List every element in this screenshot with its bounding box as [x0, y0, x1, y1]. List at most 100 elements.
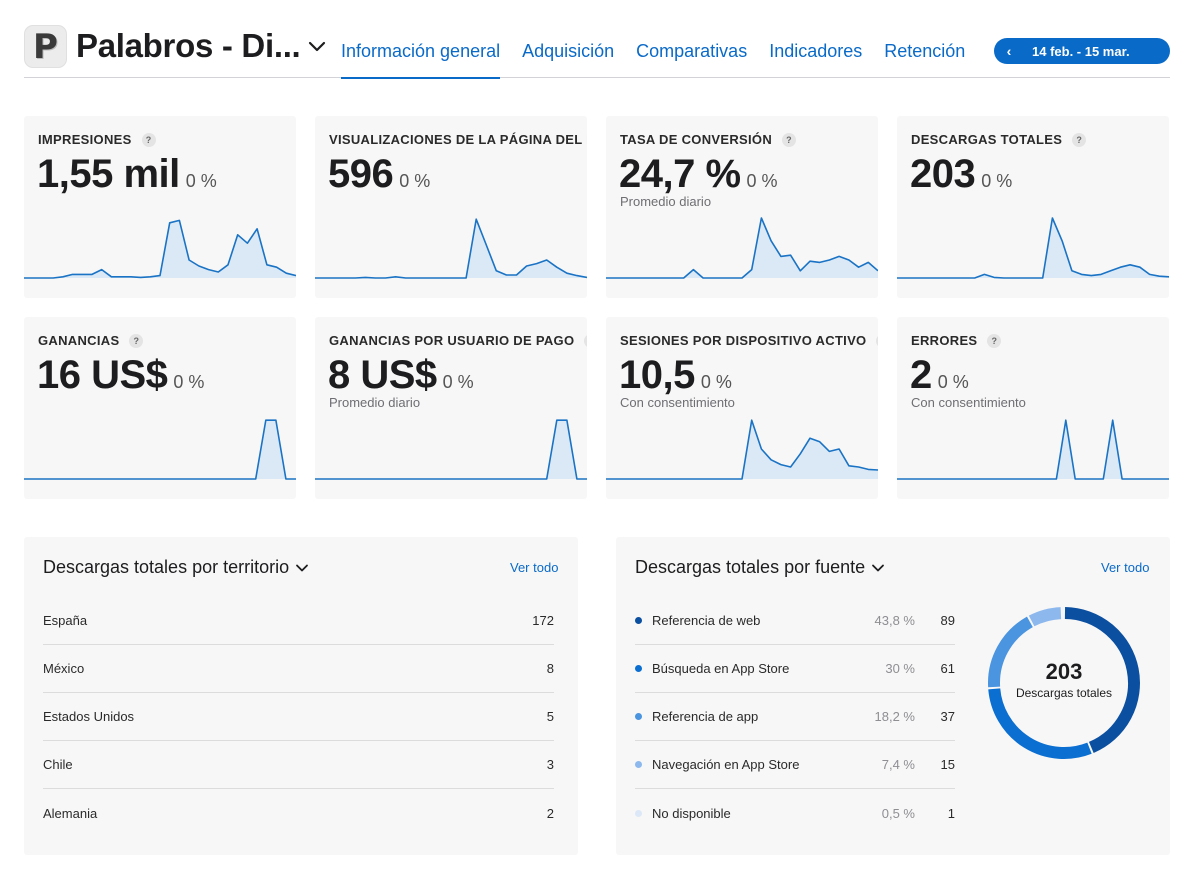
metric-label: GANANCIAS? — [38, 333, 144, 348]
metric-card-proceeds-per-paying-user[interactable]: GANANCIAS POR USUARIO DE PAGO? 8 US$0 % … — [315, 317, 587, 499]
see-all-link[interactable]: Ver todo — [1101, 560, 1150, 575]
sparkline-line — [897, 419, 1169, 480]
sparkline-line — [24, 419, 296, 480]
metric-label: SESIONES POR DISPOSITIVO ACTIVO? — [620, 333, 878, 348]
list-item[interactable]: Alemania 2 — [43, 805, 554, 821]
metric-label: ERRORES? — [911, 333, 1002, 348]
metric-value: 203 0 % — [910, 152, 1013, 196]
list-item[interactable]: Navegación en App Store 7,4 % 15 — [635, 741, 955, 789]
metric-card-total-downloads[interactable]: DESCARGAS TOTALES? 203 0 % — [897, 116, 1169, 298]
sparkline-line — [897, 217, 1169, 279]
sparkline-area — [897, 218, 1169, 278]
donut-slice-3[interactable] — [1028, 607, 1062, 627]
help-icon[interactable]: ? — [141, 132, 156, 147]
metric-label: VISUALIZACIONES DE LA PÁGINA DEL PRODUCT… — [329, 132, 587, 147]
sparkline-line — [315, 419, 587, 480]
metric-change: 0 % — [700, 372, 732, 392]
metric-value: 24,7 % 0 % — [619, 152, 778, 196]
help-icon[interactable]: ? — [987, 333, 1002, 348]
help-icon[interactable]: ? — [129, 333, 144, 348]
chevron-down-icon[interactable] — [871, 561, 885, 575]
sparkline-area — [897, 420, 1169, 479]
territory-list: España 172 México 8 Estados Unidos 5 Chile 3… — [43, 597, 554, 837]
sparkline-line — [24, 219, 296, 279]
legend-dot — [635, 809, 642, 817]
sparkline — [897, 217, 1169, 279]
chevron-down-icon[interactable] — [306, 36, 328, 58]
metric-card-impressions[interactable]: IMPRESIONES? 1,55 mil 0 % — [24, 116, 296, 298]
help-icon[interactable]: ? — [876, 333, 878, 348]
metric-card-product-page-views[interactable]: VISUALIZACIONES DE LA PÁGINA DEL PRODUCT… — [315, 116, 587, 298]
legend-dot — [635, 761, 642, 768]
see-all-link[interactable]: Ver todo — [510, 560, 559, 575]
legend-dot — [635, 617, 642, 624]
donut-slice-2[interactable] — [988, 616, 1033, 688]
metric-label: IMPRESIONES? — [38, 132, 156, 147]
metric-label: TASA DE CONVERSIÓN? — [620, 132, 797, 147]
metric-change: 0 % — [981, 171, 1013, 191]
territory-panel-title[interactable]: Descargas totales por territorio — [43, 557, 309, 578]
metric-value: 16 US$ 0 % — [37, 353, 205, 397]
donut-total: 203 — [1045, 659, 1083, 684]
metric-label: DESCARGAS TOTALES? — [911, 132, 1087, 147]
metric-change: 0 % — [173, 372, 205, 392]
source-list: Referencia de web 43,8 % 89 Búsqueda en Ap… — [635, 597, 955, 837]
donut-slice-1[interactable] — [988, 688, 1092, 759]
sparkline-line — [606, 217, 878, 279]
donut-chart[interactable] — [986, 605, 1142, 761]
tab-retention[interactable]: Retención — [884, 41, 966, 61]
sparkline — [897, 419, 1169, 480]
sparkline-area — [606, 420, 878, 479]
sparkline-area — [24, 220, 296, 278]
sparkline — [315, 218, 587, 279]
metric-subtitle: Promedio diario — [329, 395, 421, 410]
sparkline — [24, 219, 296, 279]
tab-benchmarks[interactable]: Comparativas — [636, 41, 748, 61]
tab-overview[interactable]: Información general — [341, 22, 501, 79]
list-item[interactable]: Estados Unidos 5 — [43, 693, 554, 741]
app-icon[interactable]: P — [24, 25, 67, 68]
donut-slice-0[interactable] — [1064, 607, 1140, 753]
metric-subtitle: Promedio diario — [620, 194, 712, 209]
metric-card-conversion-rate[interactable]: TASA DE CONVERSIÓN? 24,7 % 0 % Promedio d… — [606, 116, 878, 298]
list-item[interactable]: Referencia de app 18,2 % 37 — [635, 693, 955, 741]
app-title[interactable]: Palabros - Di... — [76, 27, 301, 64]
metric-card-proceeds[interactable]: GANANCIAS? 16 US$ 0 % — [24, 317, 296, 499]
sparkline-line — [606, 419, 878, 480]
sparkline-area — [24, 420, 296, 479]
donut-total-label: Descargas totales — [1015, 686, 1113, 700]
chevron-left-icon[interactable]: ‹ — [1006, 43, 1012, 59]
list-item[interactable]: Referencia de web 43,8 % 89 — [635, 597, 955, 645]
list-item[interactable]: Chile 3 — [43, 741, 554, 789]
list-item[interactable]: No disponible 0,5 % 1 — [635, 789, 955, 837]
metric-card-sessions-per-device[interactable]: SESIONES POR DISPOSITIVO ACTIVO? 10,50 %… — [606, 317, 878, 499]
source-panel-title[interactable]: Descargas totales por fuente — [635, 557, 885, 578]
help-icon[interactable]: ? — [782, 132, 797, 147]
help-icon[interactable]: ? — [1072, 132, 1087, 147]
metric-change: 0 % — [185, 171, 217, 191]
chevron-down-icon[interactable] — [295, 561, 309, 575]
source-panel: Descargas totales por fuente Ver todo Re… — [616, 537, 1170, 855]
list-item[interactable]: España 172 — [43, 597, 554, 645]
sparkline-area — [315, 420, 587, 479]
metric-value: 1,55 mil 0 % — [37, 152, 217, 196]
help-icon[interactable]: ? — [584, 333, 587, 348]
sparkline-line — [315, 218, 587, 279]
legend-dot — [635, 713, 642, 720]
metric-change: 0 % — [399, 171, 431, 191]
header: P Palabros - Di... Información general A… — [24, 22, 1170, 79]
tab-metrics[interactable]: Indicadores — [769, 41, 863, 61]
list-item[interactable]: Búsqueda en App Store 30 % 61 — [635, 645, 955, 693]
tab-acquisition[interactable]: Adquisición — [522, 41, 615, 61]
legend-dot — [635, 665, 642, 672]
list-item[interactable]: México 8 — [43, 645, 554, 693]
sparkline-area — [606, 218, 878, 278]
date-range-picker[interactable]: ‹ 14 feb. - 15 mar. — [994, 38, 1170, 64]
territory-panel: Descargas totales por territorio Ver tod… — [24, 537, 578, 855]
metric-subtitle: Con consentimiento — [620, 395, 735, 410]
metric-value: 8 US$ 0 % — [328, 353, 474, 397]
sparkline — [606, 217, 878, 279]
metric-change: 0 % — [746, 171, 778, 191]
